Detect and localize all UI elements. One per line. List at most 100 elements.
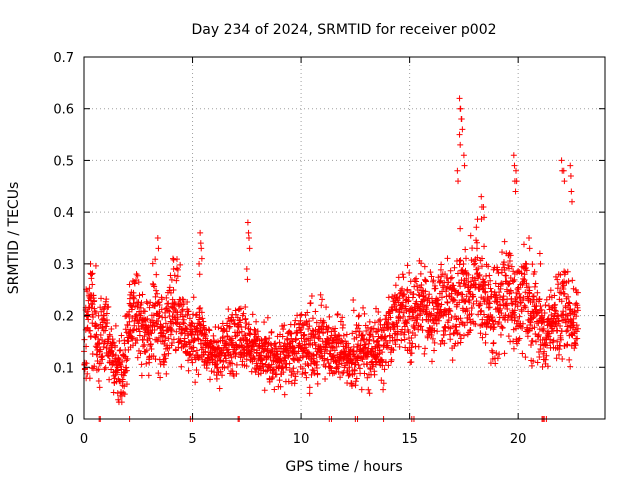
data-point [262,368,269,375]
data-point [461,322,468,329]
data-point [447,336,454,343]
data-point [157,360,164,367]
data-point [141,308,148,315]
data-point [137,312,144,319]
data-point [293,336,300,343]
data-point [566,300,573,307]
data-point [411,277,418,284]
data-point [472,260,479,267]
data-point [519,350,526,357]
data-point [507,252,514,259]
data-point [313,361,320,368]
data-point [373,359,380,366]
data-point [462,298,469,305]
data-point [120,352,127,359]
data-point [405,328,412,335]
data-point [184,299,191,305]
data-point [184,311,191,318]
data-point [202,348,209,355]
data-point [481,311,488,318]
data-point [345,340,352,347]
data-point [179,307,186,314]
data-point [456,331,463,338]
data-point [521,271,528,278]
data-point [543,342,550,349]
data-point [208,368,215,375]
data-point [138,299,145,306]
data-point [364,361,371,368]
data-point [84,370,91,377]
data-point [544,363,551,370]
data-point [253,340,260,347]
data-point [161,341,168,348]
y-tick-label: 0.1 [53,361,74,376]
data-point [245,321,252,328]
data-point [444,283,451,290]
data-point [462,267,469,274]
data-point [532,280,539,287]
data-point [522,260,529,267]
data-point [119,358,126,365]
data-point [158,306,165,313]
data-point [193,366,200,373]
data-point [511,317,518,324]
data-point [507,289,514,296]
data-point [166,284,173,291]
data-point [400,313,407,320]
data-point [454,270,461,277]
data-point [487,285,494,292]
data-point [567,363,574,370]
data-point [421,350,428,357]
data-point [490,339,497,346]
data-point [180,296,187,303]
data-point [86,375,93,382]
data-point [97,332,104,339]
data-point [314,370,321,377]
data-point [289,338,296,345]
data-point [510,345,517,352]
data-point [225,346,232,353]
data-point [118,366,125,373]
data-point [538,306,545,313]
data-point [145,372,152,379]
data-point [246,330,253,337]
data-point [522,354,529,361]
data-point [297,312,304,319]
data-point [521,276,528,283]
data-point [485,281,492,288]
data-point [180,320,187,327]
data-point [468,304,475,311]
data-point [272,340,279,347]
data-point [377,357,384,364]
data-point [565,278,572,285]
data-point [414,283,421,290]
data-point [103,296,110,303]
data-point [105,303,112,310]
data-point [149,260,156,267]
peak-point [512,188,519,195]
data-point [268,342,275,349]
data-point [175,303,182,310]
data-point [321,319,328,326]
data-point [463,255,469,262]
data-point [529,337,536,344]
data-point [509,300,516,307]
data-point [499,249,506,256]
data-point [511,307,518,314]
data-point [543,296,550,303]
data-point [520,275,527,282]
data-point [435,274,442,281]
data-point [530,358,537,365]
peak-point [318,302,325,309]
data-point [168,327,175,334]
data-point [112,344,119,351]
data-point [332,325,339,332]
data-point [447,325,454,332]
data-point [530,314,537,321]
data-point [471,261,478,268]
data-point [428,273,435,280]
data-point [518,270,525,277]
data-point [314,364,321,371]
peak-point [350,297,357,304]
data-point [167,331,174,338]
